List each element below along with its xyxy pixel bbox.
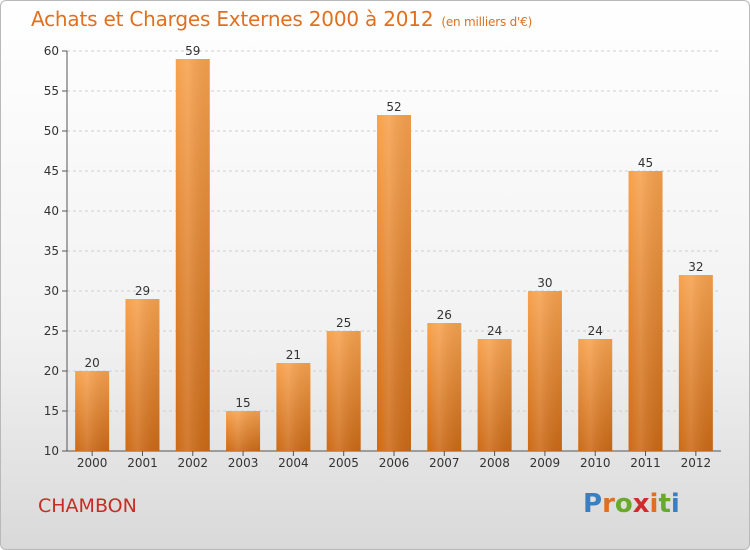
chart-title-text: Achats et Charges Externes 2000 à 2012 — [31, 7, 434, 31]
y-tick-label: 20 — [44, 364, 59, 378]
bar-shine — [175, 59, 210, 451]
bar-value-label: 59 — [185, 44, 200, 58]
x-tick-label: 2003 — [228, 456, 259, 470]
bar-shine — [75, 371, 110, 451]
bar-shine — [628, 171, 663, 451]
bar-value-label: 21 — [286, 348, 301, 362]
y-tick-label: 15 — [44, 404, 59, 418]
bar-value-label: 29 — [135, 284, 150, 298]
y-tick-label: 50 — [44, 124, 59, 138]
bar-shine — [226, 411, 261, 451]
x-tick-label: 2009 — [530, 456, 561, 470]
x-tick-label: 2000 — [77, 456, 108, 470]
y-tick-label: 25 — [44, 324, 59, 338]
x-tick-label: 2005 — [328, 456, 359, 470]
y-tick-label: 30 — [44, 284, 59, 298]
bar-value-label: 30 — [537, 276, 552, 290]
bar-shine — [377, 115, 411, 451]
bar-shine — [477, 339, 512, 451]
y-tick-label: 45 — [44, 164, 59, 178]
bar-shine — [427, 323, 462, 451]
value-labels: 20 29 59 15 21 25 52 26 24 30 24 45 32 — [85, 44, 704, 410]
logo-letter: r — [602, 489, 615, 519]
place-name: CHAMBON — [38, 495, 137, 517]
x-tick-label: 2011 — [630, 456, 661, 470]
bar-value-label: 52 — [386, 100, 401, 114]
bar-shine — [276, 363, 311, 451]
x-tick-label: 2001 — [127, 456, 158, 470]
bar-shine — [326, 331, 361, 451]
y-tick-label: 40 — [44, 204, 59, 218]
bar-value-label: 32 — [688, 260, 703, 274]
bars — [75, 59, 713, 451]
x-tick-label: 2006 — [379, 456, 410, 470]
x-tick-label: 2002 — [177, 456, 208, 470]
bar-value-label: 25 — [336, 316, 351, 330]
bar-value-label: 45 — [638, 156, 653, 170]
chart-subtitle: (en milliers d'€) — [441, 15, 533, 29]
bar-value-label: 15 — [235, 396, 250, 410]
logo-letter: P — [583, 489, 603, 519]
bar-shine — [527, 291, 562, 451]
x-tick-label: 2008 — [479, 456, 510, 470]
bar-shine — [125, 299, 160, 451]
x-tick-label: 2004 — [278, 456, 309, 470]
x-tick-label: 2007 — [429, 456, 460, 470]
chart-title: Achats et Charges Externes 2000 à 2012 (e… — [31, 7, 532, 31]
y-tick-label: 35 — [44, 244, 59, 258]
bar-shine — [678, 275, 713, 451]
logo-letter: i — [670, 489, 680, 519]
bar-shine — [578, 339, 613, 451]
logo-letter: x — [632, 489, 650, 519]
x-tick-label: 2012 — [681, 456, 712, 470]
logo-letter: i — [649, 489, 659, 519]
bar-value-label: 24 — [487, 324, 502, 338]
y-tick-label: 55 — [44, 84, 59, 98]
y-tick-label: 10 — [44, 444, 59, 458]
axes: 10 15 20 25 30 35 40 45 50 55 60 2000 2001 2002 2003 20… — [44, 44, 721, 470]
y-tick-label: 60 — [44, 44, 59, 58]
bar-value-label: 20 — [85, 356, 100, 370]
logo-letter: o — [614, 489, 633, 519]
x-tick-label: 2010 — [580, 456, 611, 470]
bar-value-label: 24 — [588, 324, 603, 338]
bar-value-label: 26 — [437, 308, 452, 322]
logo-letter: t — [658, 489, 671, 519]
proxiti-logo: Proxiti — [583, 489, 680, 519]
